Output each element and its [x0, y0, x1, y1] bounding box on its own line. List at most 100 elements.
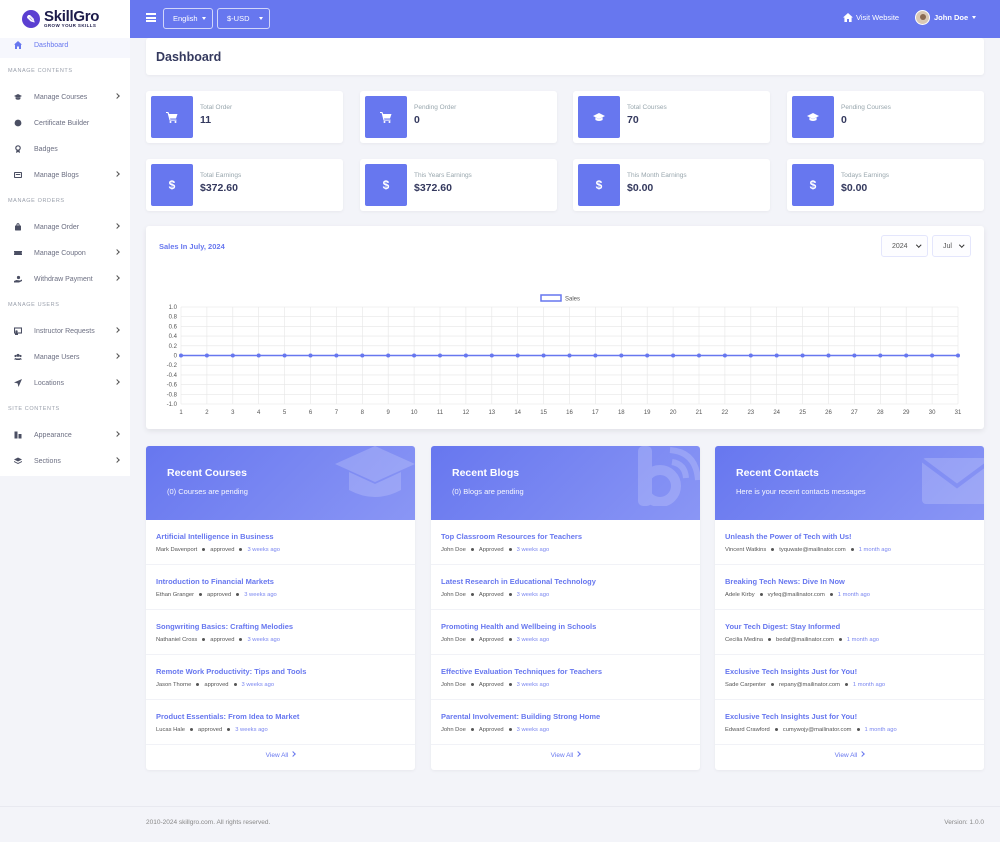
data-point[interactable] — [230, 353, 235, 358]
location-arrow-icon — [14, 379, 22, 387]
view-all-link[interactable]: View All — [715, 751, 984, 759]
data-point[interactable] — [308, 353, 313, 358]
x-tick-label: 20 — [670, 410, 677, 416]
data-point[interactable] — [334, 353, 339, 358]
data-point[interactable] — [697, 353, 701, 358]
x-tick-label: 12 — [463, 410, 470, 416]
data-point[interactable] — [748, 353, 753, 358]
data-point[interactable] — [204, 353, 209, 358]
data-point[interactable] — [282, 353, 287, 358]
data-point[interactable] — [489, 353, 494, 358]
language-select[interactable]: English — [163, 8, 213, 29]
item-time: 3 weeks ago — [516, 637, 550, 643]
year-select[interactable]: 2024 — [881, 235, 928, 257]
item-status: approved — [198, 727, 223, 733]
user-menu[interactable]: John Doe — [915, 10, 977, 25]
data-point[interactable] — [360, 353, 365, 358]
month-select[interactable]: Jul — [932, 235, 971, 257]
data-point[interactable] — [904, 353, 909, 358]
data-point[interactable] — [774, 353, 779, 358]
data-point[interactable] — [645, 353, 650, 358]
data-point[interactable] — [412, 353, 417, 358]
separator-dot — [196, 682, 200, 686]
list-item-title[interactable]: Artificial Intelligence in Business — [156, 532, 274, 541]
x-tick-label: 8 — [361, 410, 365, 416]
dollar-icon: $ — [792, 164, 834, 206]
list-item-title[interactable]: Parental Involvement: Building Strong Ho… — [441, 712, 601, 721]
sidebar-item-locations[interactable]: Locations — [0, 370, 130, 396]
sidebar-item-withdraw-payment[interactable]: Withdraw Payment — [0, 266, 130, 292]
stat-card: $ This Years Earnings $372.60 — [360, 159, 557, 211]
data-point[interactable] — [800, 353, 805, 358]
data-point[interactable] — [671, 353, 676, 358]
separator-dot — [236, 592, 240, 596]
list-item-title[interactable]: Breaking Tech News: Dive In Now — [725, 577, 845, 586]
x-tick-label: 21 — [696, 410, 703, 416]
list-item-title[interactable]: Exclusive Tech Insights Just for You! — [725, 712, 858, 721]
list-item: Your Tech Digest: Stay Informed Cecilia M… — [715, 610, 984, 655]
separator-dot — [508, 727, 512, 731]
data-point[interactable] — [179, 353, 183, 358]
stat-label: Pending Order — [414, 104, 457, 111]
data-point[interactable] — [826, 353, 831, 358]
view-all-link[interactable]: View All — [431, 751, 700, 759]
stat-value: 70 — [627, 114, 639, 126]
data-point[interactable] — [722, 353, 727, 358]
list-item-title[interactable]: Product Essentials: From Idea to Market — [156, 712, 300, 721]
data-point[interactable] — [256, 353, 261, 358]
stat-card: Pending Order 0 — [360, 91, 557, 143]
sidebar-item-manage-coupon[interactable]: Manage Coupon — [0, 240, 130, 266]
item-status: Approved — [478, 637, 504, 643]
data-point[interactable] — [930, 353, 935, 358]
list-item-title[interactable]: Remote Work Productivity: Tips and Tools — [156, 667, 307, 676]
data-point[interactable] — [567, 353, 572, 358]
chevron-right-icon — [290, 751, 297, 757]
data-point[interactable] — [541, 353, 546, 358]
view-all-link[interactable]: View All — [146, 751, 415, 759]
list-item-title[interactable]: Your Tech Digest: Stay Informed — [725, 622, 841, 631]
brand-logo[interactable]: ✎ SkillGro GROW YOUR SKILLS — [0, 0, 130, 38]
data-point[interactable] — [619, 353, 624, 358]
sidebar-item-sections[interactable]: Sections — [0, 448, 130, 474]
x-tick-label: 13 — [488, 410, 495, 416]
menu-toggle-icon[interactable] — [146, 13, 156, 22]
data-point[interactable] — [593, 353, 598, 358]
stat-value: 0 — [841, 114, 847, 126]
sidebar-item-label: Instructor Requests — [34, 327, 95, 335]
data-point[interactable] — [956, 353, 960, 358]
list-item-title[interactable]: Introduction to Financial Markets — [156, 577, 274, 586]
sidebar-item-manage-users[interactable]: Manage Users — [0, 344, 130, 370]
sidebar-item-manage-courses[interactable]: Manage Courses — [0, 84, 130, 110]
data-point[interactable] — [463, 353, 468, 358]
list-item-title[interactable]: Top Classroom Resources for Teachers — [441, 532, 583, 541]
list-item-title[interactable]: Exclusive Tech Insights Just for You! — [725, 667, 858, 676]
data-point[interactable] — [878, 353, 883, 358]
dollar-icon: $ — [578, 164, 620, 206]
list-item-title[interactable]: Unleash the Power of Tech with Us! — [725, 532, 852, 541]
sidebar-item-certificate-builder[interactable]: Certificate Builder — [0, 110, 130, 136]
sidebar-item-badges[interactable]: Badges — [0, 136, 130, 162]
list-item-title[interactable]: Promoting Health and Wellbeing in School… — [441, 622, 597, 631]
chevron-right-icon — [114, 431, 120, 437]
sidebar-item-instructor-requests[interactable]: Instructor Requests — [0, 318, 130, 344]
list-item-title[interactable]: Effective Evaluation Techniques for Teac… — [441, 667, 603, 676]
currency-select[interactable]: $-USD — [217, 8, 270, 29]
list-item-title[interactable]: Songwriting Basics: Crafting Melodies — [156, 622, 294, 631]
sidebar-item-appearance[interactable]: Appearance — [0, 422, 130, 448]
data-point[interactable] — [386, 353, 391, 358]
data-point[interactable] — [515, 353, 520, 358]
x-tick-label: 5 — [283, 410, 287, 416]
sidebar-item-manage-blogs[interactable]: Manage Blogs — [0, 162, 130, 188]
visit-website-link[interactable]: Visit Website — [843, 13, 899, 22]
sidebar-item-manage-order[interactable]: Manage Order — [0, 214, 130, 240]
data-point[interactable] — [852, 353, 857, 358]
data-point[interactable] — [438, 353, 442, 358]
list-item-meta: Mark Davenport approved 3 weeks ago — [156, 547, 415, 553]
sidebar-item-label: Sections — [34, 457, 61, 465]
chart-legend[interactable]: Sales — [540, 294, 580, 303]
list-item-title[interactable]: Latest Research in Educational Technolog… — [441, 577, 596, 586]
sidebar-item-brands[interactable]: Brands — [0, 474, 130, 476]
item-author: Adele Kirby — [725, 592, 755, 598]
list-item-meta: John Doe Approved 3 weeks ago — [441, 637, 700, 643]
separator-dot — [227, 727, 231, 731]
